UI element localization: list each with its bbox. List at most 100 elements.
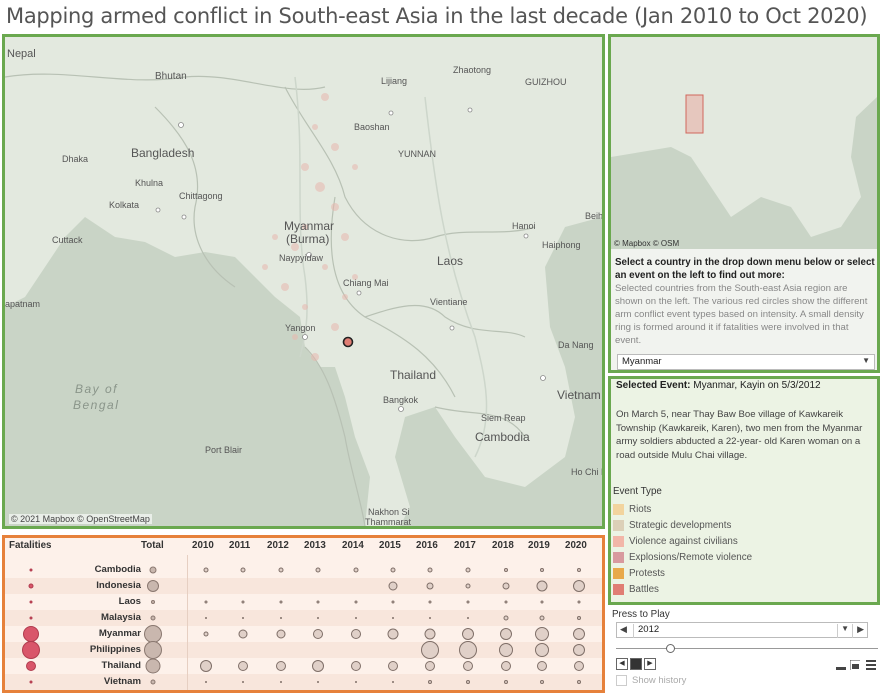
year-bubble[interactable]	[241, 600, 245, 604]
year-bubble[interactable]	[276, 661, 286, 671]
year-bubble[interactable]	[317, 617, 319, 619]
legend-item[interactable]: Riots	[613, 501, 752, 517]
year-bubble[interactable]	[577, 600, 581, 604]
year-bubble[interactable]	[539, 615, 545, 621]
year-bubble[interactable]	[312, 660, 324, 672]
country-dropdown[interactable]: Myanmar ▼	[617, 354, 875, 370]
year-bubble[interactable]	[504, 568, 508, 572]
year-bubble[interactable]	[424, 628, 436, 640]
table-row[interactable]: Myanmar	[5, 626, 602, 642]
year-bubble[interactable]	[205, 617, 207, 619]
year-bubble[interactable]	[203, 631, 209, 637]
year-selector[interactable]: ◀ 2012 ▼ ▶	[616, 622, 868, 638]
year-bubble[interactable]	[540, 568, 544, 572]
year-bubble[interactable]	[462, 628, 474, 640]
year-bubble[interactable]	[426, 582, 434, 590]
year-bubble[interactable]	[573, 580, 585, 592]
year-bubble[interactable]	[425, 661, 435, 671]
year-bubble[interactable]	[574, 661, 584, 671]
year-bubble[interactable]	[463, 661, 473, 671]
legend-item[interactable]: Strategic developments	[613, 517, 752, 533]
year-bubble[interactable]	[355, 681, 357, 683]
table-row[interactable]: Vietnam	[5, 674, 602, 690]
fatality-bubble[interactable]	[28, 583, 34, 589]
year-bubble[interactable]	[238, 661, 248, 671]
year-bubble[interactable]	[573, 628, 585, 640]
fatality-bubble[interactable]	[22, 641, 40, 659]
year-bubble[interactable]	[501, 661, 511, 671]
year-bubble[interactable]	[535, 643, 549, 657]
total-bubble[interactable]	[147, 580, 159, 592]
total-bubble[interactable]	[149, 566, 157, 574]
year-bubble[interactable]	[504, 680, 508, 684]
year-bubble[interactable]	[577, 680, 581, 684]
legend-item[interactable]: Battles	[613, 581, 752, 597]
year-bubble[interactable]	[577, 616, 581, 620]
medium-speed-icon[interactable]	[850, 660, 860, 670]
year-bubble[interactable]	[200, 660, 212, 672]
year-bubble[interactable]	[355, 617, 357, 619]
year-bubble[interactable]	[279, 600, 283, 604]
total-bubble[interactable]	[145, 658, 161, 674]
stop-button[interactable]	[630, 658, 642, 670]
year-bubble[interactable]	[238, 629, 248, 639]
fast-speed-icon[interactable]	[866, 660, 876, 670]
fatality-bubble[interactable]	[29, 616, 33, 620]
slow-speed-icon[interactable]	[836, 660, 846, 670]
year-bubble[interactable]	[427, 567, 433, 573]
year-bubble[interactable]	[392, 617, 394, 619]
year-bubble[interactable]	[540, 680, 544, 684]
table-row[interactable]: Thailand	[5, 658, 602, 674]
year-bubble[interactable]	[504, 600, 508, 604]
play-button[interactable]: ▶	[644, 658, 656, 670]
fatality-bubble[interactable]	[23, 626, 39, 642]
fatality-bubble[interactable]	[26, 661, 36, 671]
show-history-toggle[interactable]: Show history	[616, 675, 686, 686]
show-history-checkbox[interactable]	[616, 675, 627, 686]
year-bubble[interactable]	[467, 617, 469, 619]
year-bubble[interactable]	[540, 600, 544, 604]
year-bubble[interactable]	[459, 641, 477, 659]
year-bubble[interactable]	[313, 629, 323, 639]
year-bubble[interactable]	[421, 641, 439, 659]
year-bubble[interactable]	[242, 681, 244, 683]
year-bubble[interactable]	[280, 681, 282, 683]
legend-item[interactable]: Violence against civilians	[613, 533, 752, 549]
year-bubble[interactable]	[387, 628, 399, 640]
year-bubble[interactable]	[535, 627, 549, 641]
year-bubble[interactable]	[280, 617, 282, 619]
year-bubble[interactable]	[465, 567, 471, 573]
year-bubble[interactable]	[351, 629, 361, 639]
year-bubble[interactable]	[316, 600, 320, 604]
chevron-down-icon[interactable]: ▼	[837, 624, 849, 638]
year-bubble[interactable]	[428, 600, 432, 604]
legend-item[interactable]: Explosions/Remote violence	[613, 549, 752, 565]
fatality-bubble[interactable]	[29, 600, 33, 604]
year-bubble[interactable]	[388, 581, 398, 591]
year-bubble[interactable]	[428, 680, 432, 684]
year-bubble[interactable]	[390, 567, 396, 573]
year-bubble[interactable]	[499, 643, 513, 657]
fatality-bubble[interactable]	[29, 680, 33, 684]
year-bubble[interactable]	[278, 567, 284, 573]
year-bubble[interactable]	[466, 600, 470, 604]
year-bubble[interactable]	[205, 681, 207, 683]
overview-map[interactable]	[611, 37, 877, 249]
year-bubble[interactable]	[537, 661, 547, 671]
year-bubble[interactable]	[466, 680, 470, 684]
total-bubble[interactable]	[150, 615, 156, 621]
year-bubble[interactable]	[203, 567, 209, 573]
year-bubble[interactable]	[503, 615, 509, 621]
table-row[interactable]: Malaysia	[5, 610, 602, 626]
year-slider-track[interactable]	[616, 648, 878, 649]
year-bubble[interactable]	[500, 628, 512, 640]
table-row[interactable]: Laos	[5, 594, 602, 610]
year-bubble[interactable]	[392, 681, 394, 683]
year-bubble[interactable]	[465, 583, 471, 589]
main-map[interactable]: Nepal Bhutan Lijiang Zhaotong GUIZHOU Dh…	[2, 34, 605, 529]
map-canvas[interactable]: Nepal Bhutan Lijiang Zhaotong GUIZHOU Dh…	[5, 37, 602, 526]
year-bubble[interactable]	[388, 661, 398, 671]
year-bubble[interactable]	[204, 600, 208, 604]
year-bubble[interactable]	[240, 567, 246, 573]
year-bubble[interactable]	[353, 567, 359, 573]
